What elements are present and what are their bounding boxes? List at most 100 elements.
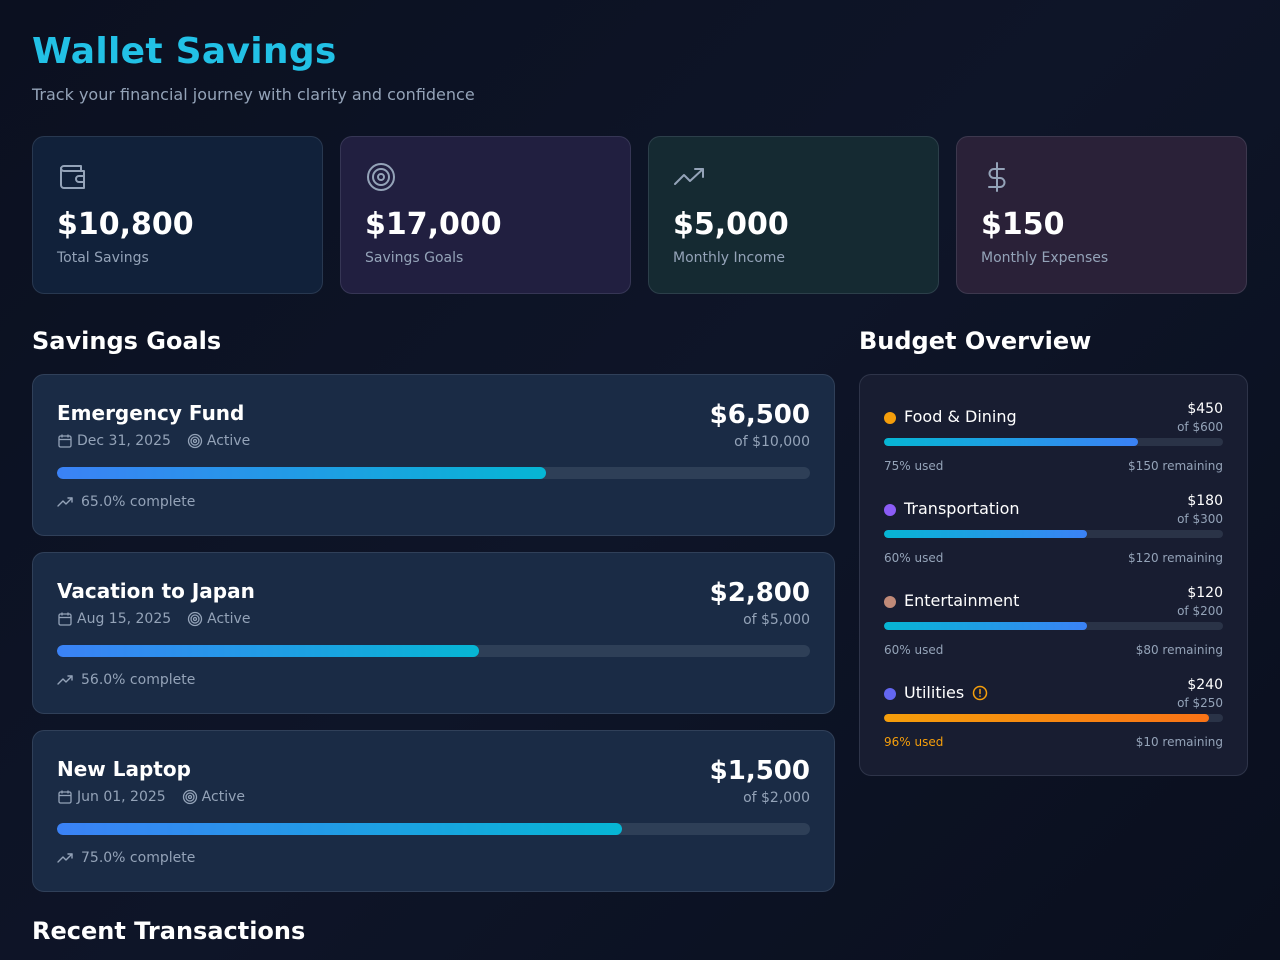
- calendar-icon: [58, 790, 72, 804]
- stat-card-total-savings[interactable]: $10,800 Total Savings: [32, 136, 323, 294]
- budget-used: 60% used: [884, 643, 944, 657]
- trending-up-icon: [57, 497, 73, 507]
- calendar-icon: [58, 434, 72, 448]
- goal-card-new-laptop[interactable]: New Laptop Jun 01, 2025 Active $1,500 of…: [32, 730, 835, 892]
- goal-progress-track: [57, 823, 810, 835]
- budget-used: 75% used: [884, 459, 944, 473]
- stat-value: $150: [981, 207, 1065, 242]
- stat-value: $5,000: [673, 207, 789, 242]
- savings-goals-heading: Savings Goals: [32, 327, 222, 355]
- goal-meta: Aug 15, 2025 Active: [57, 610, 250, 628]
- goal-progress-track: [57, 645, 810, 657]
- category-dot: [884, 596, 896, 608]
- budget-spent: $450: [1187, 401, 1223, 417]
- budget-progress-fill: [884, 438, 1139, 446]
- goal-card-emergency-fund[interactable]: Emergency Fund Dec 31, 2025 Active $6,50…: [32, 374, 835, 536]
- budget-spent: $120: [1187, 585, 1223, 601]
- goal-amount: $6,500: [709, 400, 810, 430]
- recent-transactions-heading: Recent Transactions: [32, 917, 306, 945]
- budget-progress-fill: [884, 530, 1088, 538]
- stat-card-monthly-income[interactable]: $5,000 Monthly Income: [648, 136, 939, 294]
- budget-category: Entertainment: [904, 591, 1020, 610]
- budget-overview-heading: Budget Overview: [859, 327, 1092, 355]
- trending-up-icon: [57, 853, 73, 863]
- goal-target: of $5,000: [743, 612, 810, 628]
- goal-meta: Dec 31, 2025 Active: [57, 432, 250, 450]
- budget-used: 96% used: [884, 735, 944, 749]
- wallet-icon: [60, 165, 85, 189]
- budget-progress-track: [884, 622, 1223, 630]
- stat-label: Monthly Income: [673, 250, 786, 266]
- budget-item-utilities[interactable]: Utilities $240 of $250 96% used $10 rema…: [884, 677, 1223, 751]
- stat-value: $17,000: [365, 207, 502, 242]
- page-title: Wallet Savings: [32, 31, 337, 72]
- calendar-icon: [58, 612, 72, 626]
- goal-date: Dec 31, 2025: [77, 433, 171, 449]
- budget-spent: $180: [1187, 493, 1223, 509]
- goal-status: Active: [207, 611, 251, 627]
- budget-progress-fill: [884, 622, 1088, 630]
- budget-limit: of $200: [1177, 604, 1223, 618]
- budget-progress-track: [884, 714, 1223, 722]
- target-icon: [367, 163, 395, 191]
- goal-card-vacation-japan[interactable]: Vacation to Japan Aug 15, 2025 Active $2…: [32, 552, 835, 714]
- budget-category: Transportation: [904, 499, 1020, 518]
- dollar-icon: [988, 162, 1006, 192]
- budget-progress-track: [884, 530, 1223, 538]
- budget-category: Food & Dining: [904, 407, 1017, 426]
- goal-progress-fill: [57, 823, 622, 835]
- goal-amount: $1,500: [709, 756, 810, 786]
- category-dot: [884, 688, 896, 700]
- goal-progress-fill: [57, 467, 547, 479]
- goal-progress-label: 56.0% complete: [81, 672, 196, 688]
- budget-item-transportation[interactable]: Transportation $180 of $300 60% used $12…: [884, 493, 1223, 567]
- stat-label: Monthly Expenses: [981, 250, 1109, 266]
- page-subtitle: Track your financial journey with clarit…: [32, 85, 475, 104]
- stat-card-savings-goals[interactable]: $17,000 Savings Goals: [340, 136, 631, 294]
- goal-progress-label: 65.0% complete: [81, 494, 196, 510]
- budget-remaining: $10 remaining: [1135, 735, 1223, 749]
- goal-target: of $2,000: [743, 790, 810, 806]
- goal-progress-fill: [57, 645, 479, 657]
- goal-status: Active: [201, 789, 245, 805]
- budget-limit: of $250: [1177, 696, 1223, 710]
- target-icon: [187, 611, 203, 627]
- budget-limit: of $600: [1177, 420, 1223, 434]
- budget-item-food-dining[interactable]: Food & Dining $450 of $600 75% used $150…: [884, 401, 1223, 475]
- dashboard: Wallet Savings Track your financial jour…: [32, 30, 1248, 945]
- stat-card-monthly-expenses[interactable]: $150 Monthly Expenses: [956, 136, 1247, 294]
- stats-row: $10,800 Total Savings $17,000 Savings Go…: [32, 136, 1248, 294]
- goal-name: Vacation to Japan: [57, 579, 255, 603]
- stat-label: Total Savings: [57, 250, 149, 266]
- budget-overview-panel: Food & Dining $450 of $600 75% used $150…: [859, 374, 1248, 776]
- goal-progress-text: 65.0% complete: [57, 493, 195, 511]
- target-icon: [187, 433, 203, 449]
- target-icon: [182, 789, 197, 805]
- budget-progress-fill: [884, 714, 1210, 722]
- budget-remaining: $120 remaining: [1128, 551, 1223, 565]
- trending-up-icon: [674, 168, 704, 185]
- stat-value: $10,800: [57, 207, 194, 242]
- budget-category: Utilities: [904, 683, 988, 703]
- budget-used: 60% used: [884, 551, 944, 565]
- alert-circle-icon: [972, 685, 988, 701]
- goal-status: Active: [206, 433, 251, 449]
- goal-progress-track: [57, 467, 810, 479]
- budget-limit: of $300: [1177, 512, 1223, 526]
- stat-label: Savings Goals: [365, 250, 464, 266]
- goal-progress-label: 75.0% complete: [81, 850, 196, 866]
- goal-progress-text: 56.0% complete: [57, 671, 195, 689]
- goal-amount: $2,800: [709, 578, 810, 608]
- goal-date: Aug 15, 2025: [77, 611, 172, 627]
- goal-name: Emergency Fund: [57, 401, 245, 425]
- goal-name: New Laptop: [57, 757, 191, 781]
- goal-meta: Jun 01, 2025 Active: [57, 788, 245, 806]
- goal-date: Jun 01, 2025: [77, 789, 166, 805]
- budget-progress-track: [884, 438, 1223, 446]
- trending-up-icon: [57, 675, 73, 685]
- category-dot: [884, 504, 896, 516]
- budget-item-entertainment[interactable]: Entertainment $120 of $200 60% used $80 …: [884, 585, 1223, 659]
- budget-spent: $240: [1187, 677, 1223, 693]
- category-dot: [884, 412, 896, 424]
- goal-progress-text: 75.0% complete: [57, 849, 195, 867]
